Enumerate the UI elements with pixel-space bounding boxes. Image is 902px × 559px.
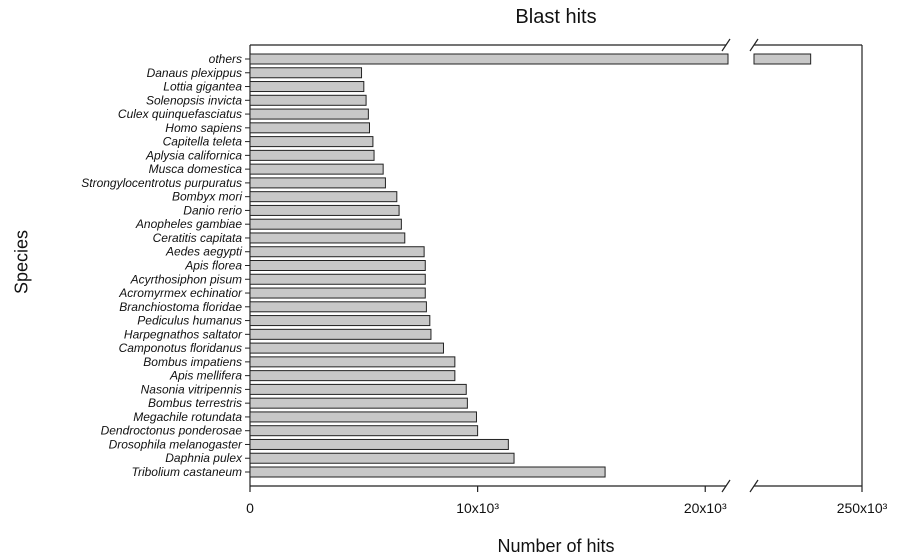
category-label: Pediculus humanus <box>137 314 242 328</box>
category-label: Danio rerio <box>183 203 242 217</box>
x-axis-label: Number of hits <box>497 536 615 556</box>
bar <box>249 53 729 65</box>
category-label: Bombyx mori <box>172 190 242 204</box>
bar <box>249 94 367 106</box>
bar <box>249 411 477 423</box>
axis-break-mark <box>749 38 759 52</box>
category-label: Anopheles gambiae <box>135 217 242 231</box>
bar <box>249 287 426 299</box>
bar <box>249 218 402 230</box>
bar <box>249 356 456 368</box>
bar <box>249 81 365 93</box>
category-label: Branchiostoma floridae <box>119 300 242 314</box>
bar <box>753 53 812 65</box>
category-label: Homo sapiens <box>165 121 242 135</box>
bar <box>249 397 468 409</box>
y-axis-label: Species <box>11 229 32 295</box>
category-label: Megachile rotundata <box>133 410 242 424</box>
category-label: Culex quinquefasciatus <box>118 107 242 121</box>
category-label: Nasonia vitripennis <box>141 382 242 396</box>
category-label: Dendroctonus ponderosae <box>101 424 243 438</box>
category-label: Daphnia pulex <box>165 451 243 465</box>
category-label: Harpegnathos saltator <box>124 327 243 341</box>
bar <box>249 438 509 450</box>
x-tick-label: 20x10³ <box>684 500 727 516</box>
bar <box>249 425 479 437</box>
bar <box>249 260 426 271</box>
category-label: Danaus plexippus <box>147 66 242 80</box>
category-label: Acyrthosiphon pisum <box>130 272 242 286</box>
category-label: Musca domestica <box>149 162 243 176</box>
category-label: others <box>209 52 242 66</box>
category-label: Strongylocentrotus purpuratus <box>81 176 242 190</box>
bar <box>249 67 363 79</box>
x-tick-label: 250x10³ <box>837 500 888 516</box>
category-label: Tribolium castaneum <box>132 465 242 479</box>
bar <box>249 452 515 464</box>
x-tick-label: 10x10³ <box>456 500 499 516</box>
bar <box>249 370 456 382</box>
bar <box>249 301 427 313</box>
category-label: Acromyrmex echinatior <box>118 286 243 300</box>
category-label: Lottia gigantea <box>163 80 242 94</box>
bar <box>249 383 467 395</box>
category-label: Ceratitis capitata <box>153 231 243 245</box>
category-label: Drosophila melanogaster <box>109 437 243 451</box>
category-label: Apis mellifera <box>169 369 242 383</box>
bar <box>249 122 370 134</box>
bar <box>249 191 398 203</box>
bar <box>249 204 400 216</box>
bars <box>249 53 812 478</box>
bar <box>249 466 606 478</box>
bar <box>249 315 431 327</box>
category-label: Bombus terrestris <box>148 396 242 410</box>
category-label: Apis florea <box>184 259 242 273</box>
bar <box>249 108 369 120</box>
category-label: Camponotus floridanus <box>119 341 242 355</box>
bar <box>249 149 375 161</box>
x-tick-label: 0 <box>246 500 254 516</box>
chart-title: Blast hits <box>515 6 597 28</box>
x-ticks: 0 10x10³ 20x10³ 250x10³ <box>246 486 888 516</box>
bar <box>249 342 444 354</box>
category-label: Bombus impatiens <box>143 355 242 369</box>
bar <box>249 232 406 244</box>
category-label: Capitella teleta <box>163 135 243 149</box>
bar <box>249 177 386 189</box>
bar <box>249 246 425 258</box>
bar <box>249 163 384 175</box>
category-label: Solenopsis invicta <box>146 93 242 107</box>
bar <box>249 136 374 148</box>
category-label: Aedes aegypti <box>165 245 242 259</box>
axis-break-mark <box>721 479 731 493</box>
bar <box>249 273 426 285</box>
category-label: Aplysia californica <box>145 148 242 162</box>
bar <box>249 328 432 340</box>
axis-break-mark <box>749 479 759 493</box>
axis-break-mark <box>721 38 731 52</box>
